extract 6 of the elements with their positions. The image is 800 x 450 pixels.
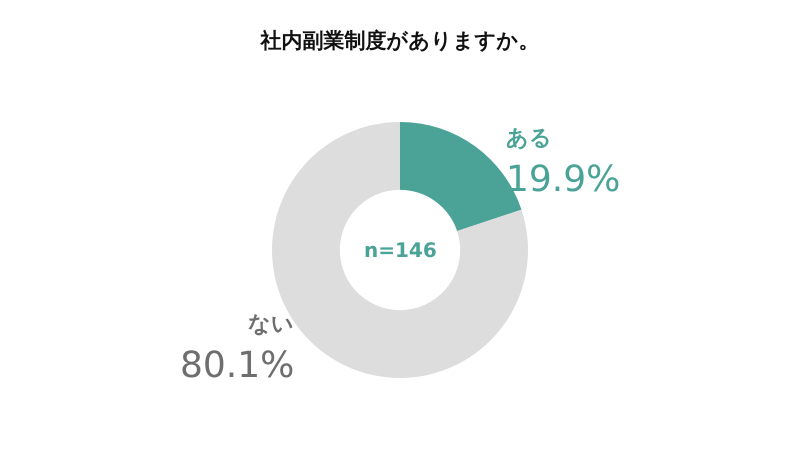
slice-label: ない — [248, 312, 294, 337]
data-label: 19.9% — [506, 159, 620, 200]
slice-label: ある — [506, 126, 552, 151]
text: n=146 — [364, 238, 437, 262]
chart-title: 社内副業制度がありますか。 — [260, 28, 540, 52]
data-label: 80.1% — [180, 345, 294, 386]
